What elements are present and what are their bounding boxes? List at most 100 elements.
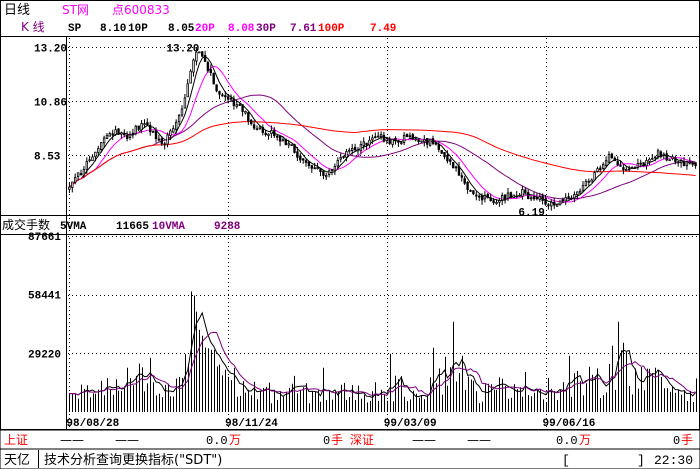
candle-body xyxy=(602,164,605,169)
candle-body xyxy=(423,138,426,143)
price-y-tick-label: 8.53 xyxy=(34,151,61,163)
candle xyxy=(247,111,250,125)
candle-body xyxy=(694,162,697,167)
candlestick-series xyxy=(68,47,697,211)
candle xyxy=(567,192,570,200)
candle xyxy=(94,151,97,162)
volume-legend-label: 成交手数 xyxy=(2,217,50,232)
candle xyxy=(662,152,666,160)
legend-100p-value: 7.49 xyxy=(370,23,396,35)
candle-body xyxy=(281,139,285,142)
candle-body xyxy=(581,185,585,192)
candle-body xyxy=(198,51,201,54)
candle xyxy=(108,131,112,137)
candle xyxy=(423,135,426,147)
legend-20p-label: 20P xyxy=(195,23,215,35)
candle-body xyxy=(94,151,97,157)
candle-body xyxy=(633,166,637,169)
candle-body xyxy=(648,158,651,162)
candle xyxy=(177,114,181,125)
candle xyxy=(434,142,438,146)
candle-body xyxy=(440,149,443,154)
candle xyxy=(238,103,241,107)
candle-body xyxy=(486,193,490,198)
candle-body xyxy=(215,84,218,92)
kline-legend-label: K 线 xyxy=(21,20,45,34)
candle-body xyxy=(527,192,530,200)
candle xyxy=(451,161,455,169)
volume-moving-averages xyxy=(69,311,696,399)
candle xyxy=(102,135,106,148)
candle-body xyxy=(463,178,466,184)
candle-body xyxy=(224,95,227,98)
candle xyxy=(322,169,325,180)
candle xyxy=(400,141,403,145)
command-message[interactable]: 技术分析查询更换指标("SDT") xyxy=(44,453,222,468)
price-extreme-annotation: 13.20 xyxy=(166,43,199,55)
candle xyxy=(674,155,677,165)
candle xyxy=(215,84,218,93)
candle-body xyxy=(270,130,273,134)
candle-body xyxy=(76,172,80,177)
candle xyxy=(659,150,663,159)
candle xyxy=(126,131,129,142)
candle-body xyxy=(88,159,91,162)
candle-body xyxy=(420,140,423,143)
candle-body xyxy=(587,180,591,183)
candle xyxy=(688,157,692,165)
candle xyxy=(212,72,215,85)
candle-body xyxy=(226,96,230,100)
candle-body xyxy=(659,151,663,157)
candle-body xyxy=(371,137,374,141)
candle-body xyxy=(108,133,112,137)
candle xyxy=(174,119,178,134)
candle xyxy=(345,148,348,162)
candle-body xyxy=(252,124,256,129)
candle-body xyxy=(599,167,602,171)
sh-index-label: 上证 xyxy=(4,433,28,447)
candle xyxy=(198,51,201,54)
candle-body xyxy=(261,127,265,133)
candle xyxy=(397,139,400,147)
candle-body xyxy=(434,142,438,145)
candle-body xyxy=(264,132,267,135)
candle xyxy=(371,134,374,144)
candle-body xyxy=(477,195,481,198)
candle-body xyxy=(345,151,348,158)
candle xyxy=(420,140,423,143)
candle xyxy=(229,94,233,103)
candle xyxy=(475,191,478,201)
legend-100p-label: 100P xyxy=(318,23,345,35)
candle-body xyxy=(117,128,120,135)
candle-body xyxy=(284,138,288,146)
candle xyxy=(506,188,510,201)
candle xyxy=(301,158,305,164)
candle-body xyxy=(414,138,417,141)
candle xyxy=(694,162,697,169)
candle xyxy=(299,153,302,163)
price-y-tick-label: 10.86 xyxy=(34,98,67,110)
candle xyxy=(691,161,694,167)
candle-body xyxy=(417,139,420,143)
candle-body xyxy=(342,155,345,158)
candle-body xyxy=(68,186,71,190)
candle xyxy=(189,69,192,84)
volume-ma-line-10vma xyxy=(69,331,696,397)
candle-body xyxy=(128,134,132,138)
candle-body xyxy=(451,162,455,169)
candle xyxy=(561,197,565,203)
sz-hands-value: 0 xyxy=(673,434,680,448)
candle-body xyxy=(192,59,195,73)
candle xyxy=(235,100,239,109)
candle-body xyxy=(460,175,464,178)
candle xyxy=(547,203,550,210)
candle xyxy=(249,119,253,126)
candle xyxy=(521,186,524,200)
candle-body xyxy=(91,156,94,161)
candle xyxy=(270,125,273,138)
candle xyxy=(148,121,152,136)
candle-body xyxy=(126,134,129,139)
candle xyxy=(639,159,642,168)
candle xyxy=(350,143,354,155)
